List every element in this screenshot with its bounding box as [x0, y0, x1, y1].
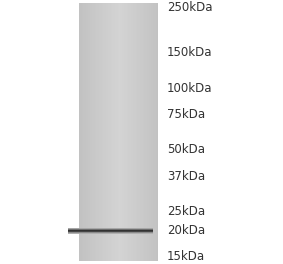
Bar — [119, 3, 120, 261]
Bar — [91, 3, 93, 261]
Text: 250kDa: 250kDa — [167, 1, 213, 15]
Bar — [133, 3, 135, 261]
Bar — [120, 3, 121, 261]
Bar — [83, 3, 85, 261]
Bar — [85, 3, 86, 261]
Bar — [125, 3, 127, 261]
Bar — [112, 3, 113, 261]
Bar — [148, 3, 149, 261]
Bar — [95, 3, 97, 261]
Bar — [99, 3, 100, 261]
Bar — [113, 3, 115, 261]
Bar — [89, 3, 90, 261]
Bar — [136, 3, 137, 261]
Bar — [106, 3, 107, 261]
Bar — [121, 3, 123, 261]
Text: 75kDa: 75kDa — [167, 108, 205, 121]
Bar — [137, 3, 139, 261]
Bar — [97, 3, 98, 261]
Bar — [110, 3, 111, 261]
Bar — [100, 3, 102, 261]
Bar — [107, 3, 108, 261]
Bar — [81, 3, 82, 261]
Bar — [127, 3, 128, 261]
Text: 100kDa: 100kDa — [167, 82, 213, 95]
Bar — [108, 3, 110, 261]
Bar — [82, 3, 83, 261]
Bar — [132, 3, 133, 261]
Bar — [79, 3, 81, 261]
Bar — [94, 3, 95, 261]
Bar — [117, 3, 119, 261]
Bar — [123, 3, 124, 261]
Text: 15kDa: 15kDa — [167, 249, 205, 263]
Bar — [104, 3, 106, 261]
Text: 20kDa: 20kDa — [167, 224, 205, 237]
Bar — [145, 3, 147, 261]
Bar — [144, 3, 145, 261]
Bar — [86, 3, 87, 261]
Bar — [135, 3, 136, 261]
Text: 37kDa: 37kDa — [167, 170, 205, 183]
Bar — [103, 3, 104, 261]
Text: 25kDa: 25kDa — [167, 205, 205, 218]
Bar — [156, 3, 157, 261]
Bar — [128, 3, 129, 261]
Bar — [149, 3, 151, 261]
Bar — [141, 3, 143, 261]
Bar — [152, 3, 153, 261]
Bar — [157, 3, 158, 261]
Bar — [140, 3, 141, 261]
Bar — [116, 3, 117, 261]
Bar — [102, 3, 103, 261]
Bar — [90, 3, 91, 261]
Bar — [143, 3, 144, 261]
Bar — [111, 3, 112, 261]
Bar — [98, 3, 99, 261]
Bar — [153, 3, 155, 261]
Bar — [147, 3, 148, 261]
Bar — [129, 3, 131, 261]
Text: 150kDa: 150kDa — [167, 46, 213, 59]
Bar — [155, 3, 156, 261]
Text: 50kDa: 50kDa — [167, 143, 205, 156]
Bar — [124, 3, 125, 261]
Bar — [139, 3, 140, 261]
Bar — [87, 3, 89, 261]
Bar — [131, 3, 132, 261]
Bar — [93, 3, 94, 261]
Bar — [115, 3, 116, 261]
Bar — [151, 3, 152, 261]
